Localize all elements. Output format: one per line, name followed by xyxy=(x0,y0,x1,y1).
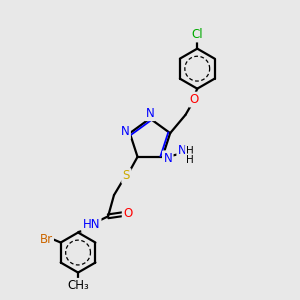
Text: HN: HN xyxy=(82,218,100,231)
Text: O: O xyxy=(190,93,199,106)
Text: H: H xyxy=(186,146,194,156)
Text: N: N xyxy=(178,145,187,158)
Text: Br: Br xyxy=(39,233,52,246)
Text: N: N xyxy=(164,152,172,165)
Text: Cl: Cl xyxy=(191,28,203,41)
Text: S: S xyxy=(123,169,130,182)
Text: N: N xyxy=(146,107,154,120)
Text: O: O xyxy=(123,208,132,220)
Text: CH₃: CH₃ xyxy=(67,279,89,292)
Text: N: N xyxy=(121,125,130,138)
Text: H: H xyxy=(186,155,194,165)
